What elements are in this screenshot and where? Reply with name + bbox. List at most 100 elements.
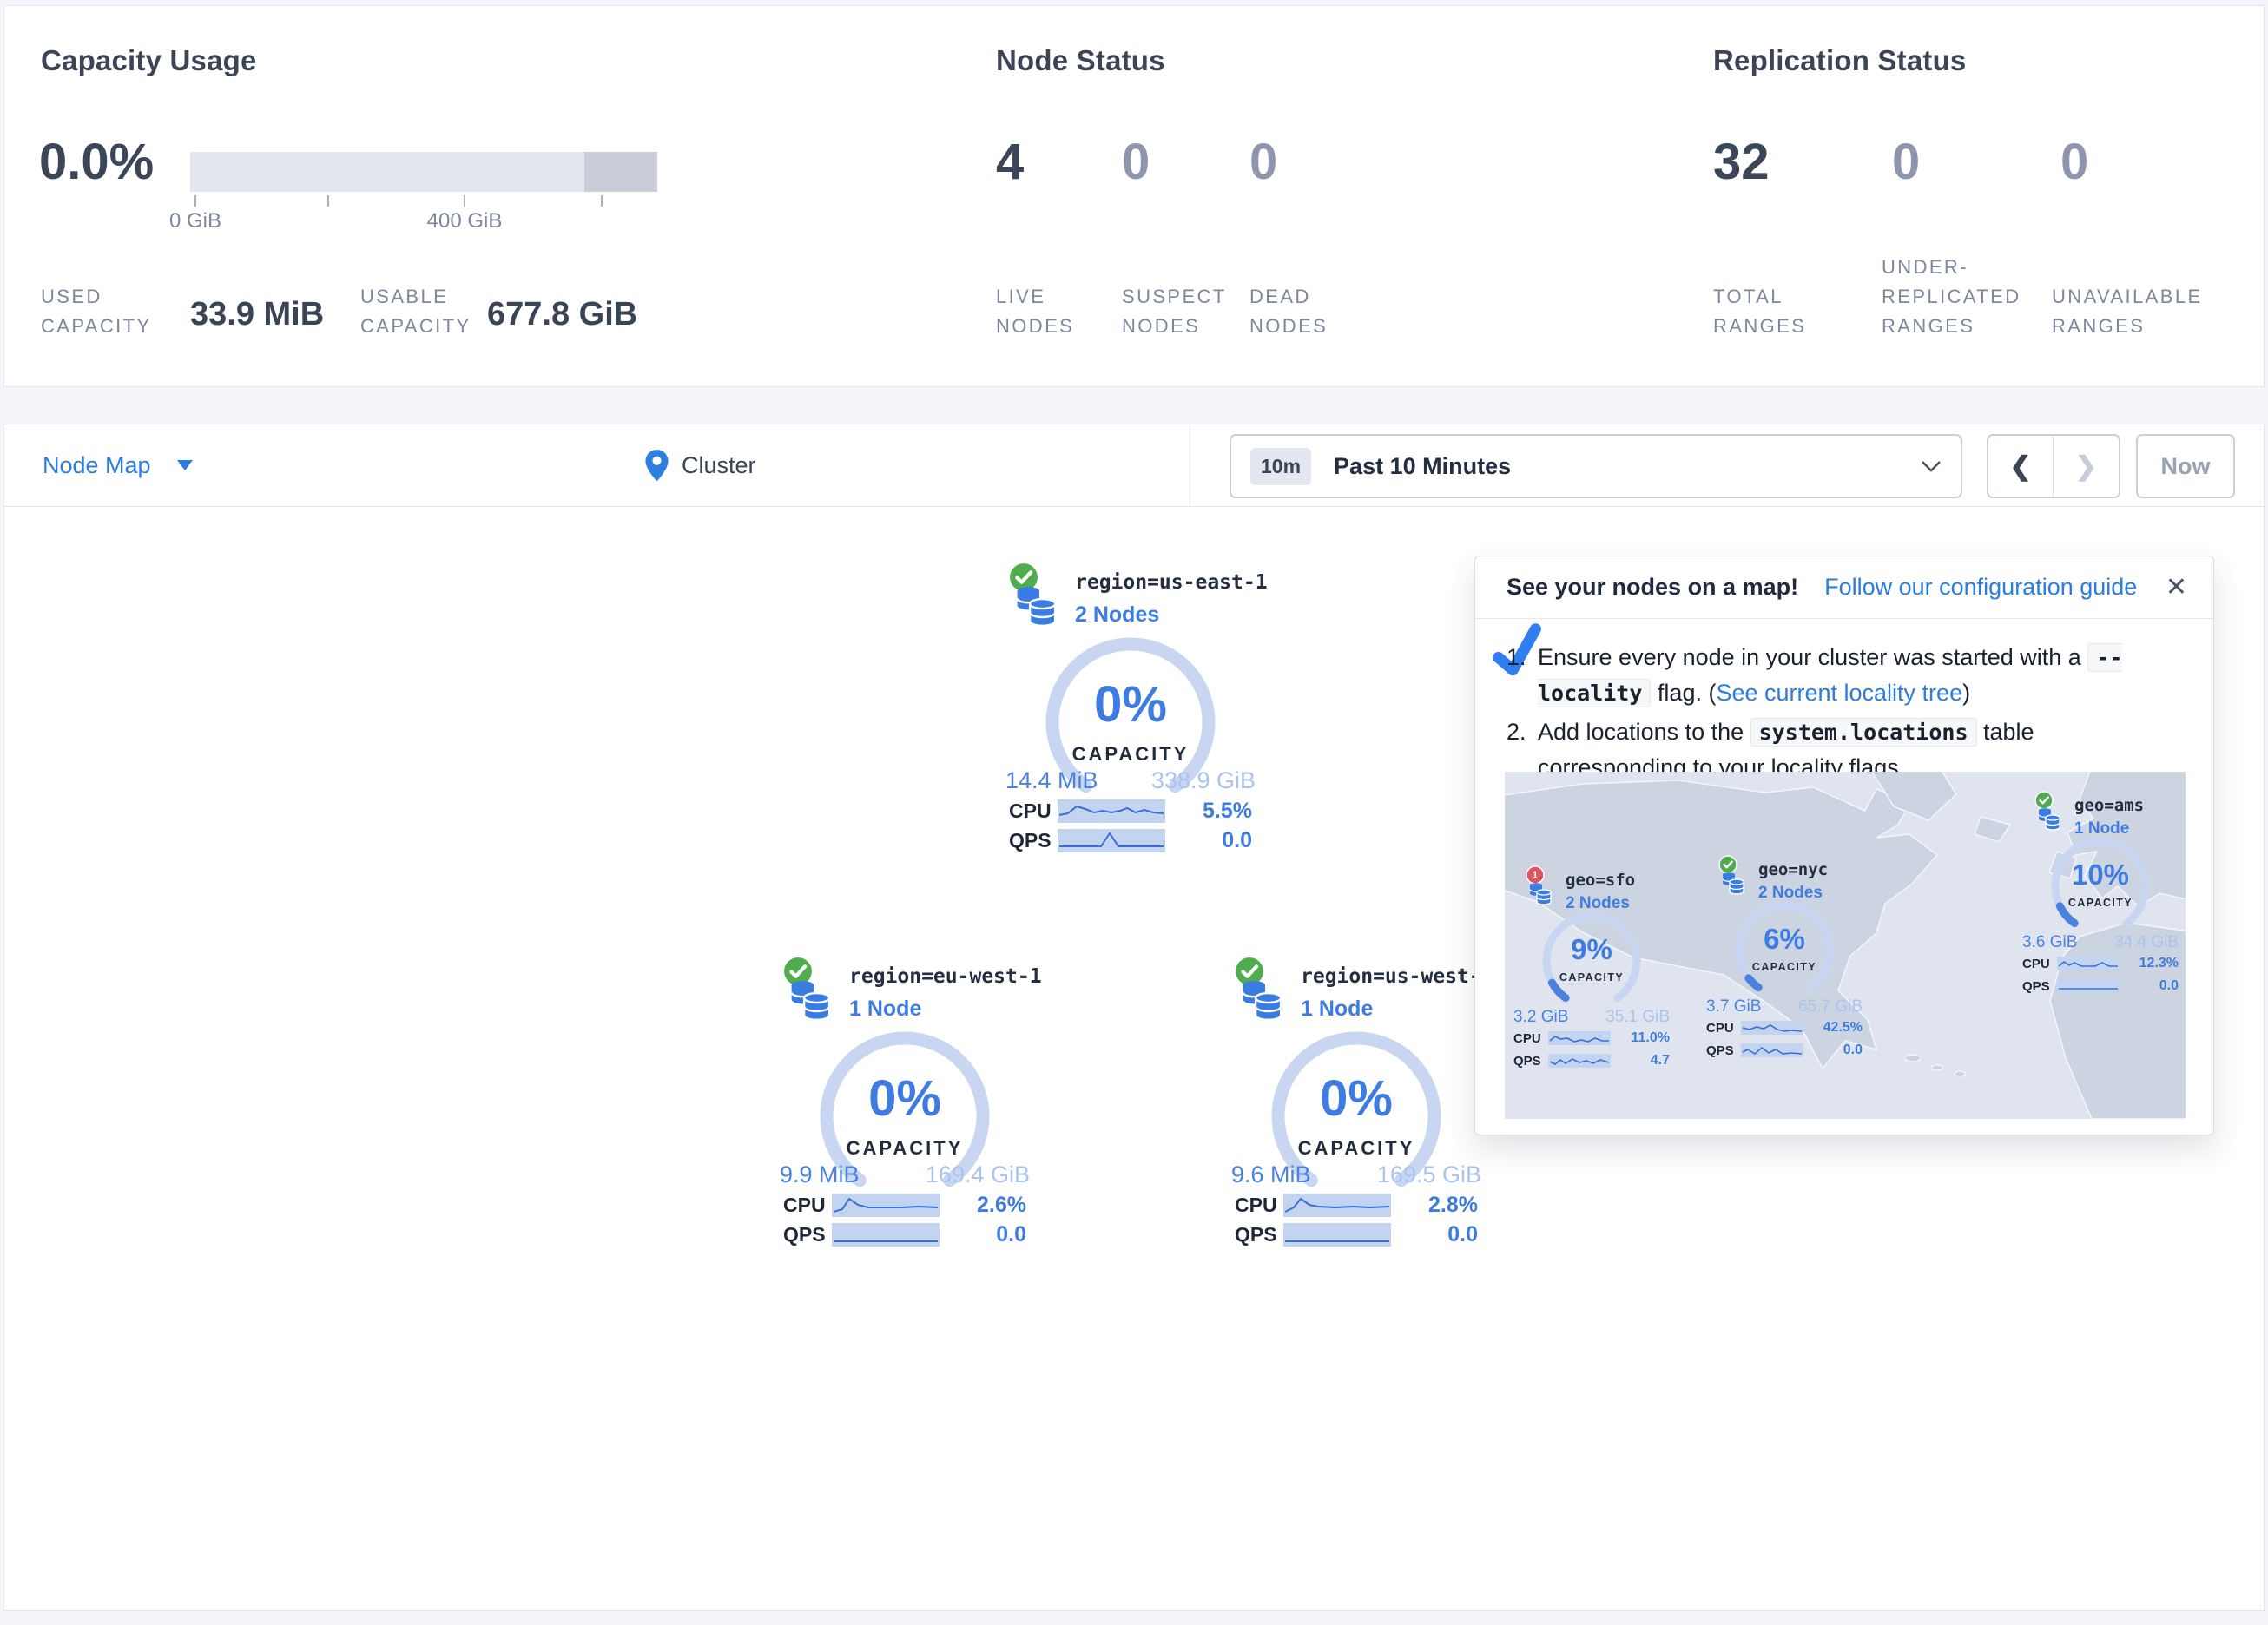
qps-label: QPS xyxy=(1706,1043,1734,1058)
time-back-button[interactable]: ❮ xyxy=(1988,436,2054,497)
cpu-sparkline xyxy=(1741,1021,1803,1035)
map-toolbar: Node Map Cluster 10m Past 10 Minutes ❮ ❯… xyxy=(3,424,2265,507)
minimap-node-count: 2 Nodes xyxy=(1566,894,1630,912)
qps-sparkline xyxy=(1058,828,1165,852)
close-icon[interactable]: ✕ xyxy=(2165,573,2187,602)
minimap-region-title: geo=ams xyxy=(2074,796,2145,815)
suspect-nodes-count: 0 xyxy=(1122,134,1150,190)
qps-sparkline xyxy=(2057,979,2120,993)
setup-step-1: Ensure every node in your cluster was st… xyxy=(1507,640,2123,707)
gauge-capacity-label: CAPACITY xyxy=(1297,1137,1415,1159)
time-forward-button[interactable]: ❯ xyxy=(2074,451,2098,481)
view-mode-dropdown[interactable]: Node Map xyxy=(43,424,193,506)
node-status-title: Node Status xyxy=(996,44,1165,76)
qps-sparkline xyxy=(1283,1222,1391,1247)
qps-sparkline xyxy=(1741,1043,1803,1057)
now-button[interactable]: Now xyxy=(2136,434,2235,498)
gauge-arc xyxy=(2051,837,2150,928)
map-pin-icon xyxy=(645,449,669,481)
used-value: 9.6 MiB xyxy=(1231,1161,1311,1188)
used-capacity-value: 33.9 MiB xyxy=(190,296,325,332)
qps-sparkline xyxy=(1548,1054,1611,1068)
qps-label: QPS xyxy=(2022,978,2050,994)
time-range-dropdown[interactable]: 10m Past 10 Minutes xyxy=(1230,434,1962,498)
cpu-sparkline xyxy=(1058,799,1165,823)
capacity-usage-bar xyxy=(190,152,657,192)
system-locations-code: system.locations xyxy=(1750,718,1977,747)
gauge-capacity-label: CAPACITY xyxy=(846,1137,964,1159)
under-replicated-label: UNDER- REPLICATED RANGES xyxy=(1882,256,2021,337)
live-nodes-label: LIVE NODES xyxy=(996,286,1075,337)
replication-status-title: Replication Status xyxy=(1713,44,1967,76)
gauge-percent: 10% xyxy=(2071,859,2130,891)
qps-value: 0.0 xyxy=(1447,1221,1478,1247)
under-replicated-count: 0 xyxy=(1892,134,1921,190)
time-range-badge: 10m xyxy=(1250,447,1312,485)
used-capacity-label: USED CAPACITY xyxy=(41,286,152,337)
axis-label-0gib: 0 GiB xyxy=(168,209,222,233)
chevron-down-icon xyxy=(176,460,193,470)
cpu-sparkline xyxy=(832,1193,940,1217)
database-nodes-icon xyxy=(2038,807,2060,831)
view-mode-label: Node Map xyxy=(43,451,151,478)
cpu-label: CPU xyxy=(1706,1020,1734,1036)
region-node-count: 1 Node xyxy=(1301,997,1374,1021)
used-value: 14.4 MiB xyxy=(1005,767,1098,793)
cpu-value: 2.8% xyxy=(1428,1192,1478,1217)
cpu-sparkline xyxy=(1548,1031,1611,1045)
capacity-gauge: 0% CAPACITY xyxy=(1035,627,1226,818)
axis-tick xyxy=(194,195,196,207)
capacity-gauge: 10% CAPACITY xyxy=(2048,834,2153,938)
axis-tick xyxy=(327,195,329,207)
gauge-capacity-label: CAPACITY xyxy=(1071,743,1190,765)
region-title: region=us-east-1 xyxy=(1075,571,1268,594)
qps-label: QPS xyxy=(1009,828,1052,852)
region-group-us-east-1[interactable]: region=us-east-1 2 Nodes 0% CAPACITY 14.… xyxy=(1000,561,1268,865)
capacity-percent: 0.0% xyxy=(39,134,155,190)
capacity-gauge: 6% CAPACITY xyxy=(1732,898,1836,1003)
minimap-node-count: 1 Node xyxy=(2074,819,2130,838)
region-node-count: 1 Node xyxy=(849,997,922,1021)
cpu-value: 2.6% xyxy=(977,1192,1026,1217)
qps-value: 0.0 xyxy=(2159,978,2179,993)
node-map-setup-popup: See your nodes on a map! Follow our conf… xyxy=(1474,556,2214,1135)
cpu-label: CPU xyxy=(1513,1030,1541,1046)
world-map-landmass xyxy=(1505,772,2186,1119)
qps-label: QPS xyxy=(783,1222,826,1246)
total-value: 35.1 GiB xyxy=(1605,1008,1670,1026)
total-value: 169.4 GiB xyxy=(925,1161,1030,1188)
example-node-map-image: geo=sfo 2 Nodes 9% CAPACITY 3.2 GiB 35.1… xyxy=(1505,772,2186,1119)
configuration-guide-link[interactable]: Follow our configuration guide xyxy=(1824,574,2138,600)
breadcrumb[interactable]: Cluster xyxy=(644,424,756,506)
cpu-label: CPU xyxy=(783,1193,826,1216)
axis-tick xyxy=(464,195,465,207)
gauge-percent: 0% xyxy=(1094,676,1167,733)
minimap-region-title: geo=nyc xyxy=(1758,860,1829,879)
dead-nodes-count: 0 xyxy=(1249,134,1278,190)
locality-tree-link[interactable]: See current locality tree xyxy=(1716,680,1963,706)
cpu-label: CPU xyxy=(2022,956,2050,971)
total-value: 34.4 GiB xyxy=(2114,933,2179,951)
setup-steps-list: Ensure every node in your cluster was st… xyxy=(1507,640,2182,786)
region-title: region=eu-west-1 xyxy=(849,965,1042,988)
region-title: region=us-west-1 xyxy=(1301,965,1493,988)
gauge-capacity-label: CAPACITY xyxy=(1751,961,1817,973)
chevron-down-icon xyxy=(1922,461,1941,472)
qps-value: 0.0 xyxy=(996,1221,1026,1247)
region-group-us-west-1[interactable]: region=us-west-1 1 Node 0% CAPACITY 9.6 … xyxy=(1226,955,1493,1259)
capacity-gauge: 0% CAPACITY xyxy=(1261,1021,1452,1212)
minimap-node-count: 2 Nodes xyxy=(1758,884,1823,902)
popup-title: See your nodes on a map! xyxy=(1507,574,1799,600)
gauge-capacity-label: CAPACITY xyxy=(2067,897,2133,909)
axis-tick xyxy=(601,195,603,207)
qps-value: 0.0 xyxy=(1843,1043,1863,1057)
axis-label-400gib: 400 GiB xyxy=(426,209,503,233)
cpu-value: 11.0% xyxy=(1631,1030,1670,1045)
qps-label: QPS xyxy=(1513,1053,1541,1069)
region-group-eu-west-1[interactable]: region=eu-west-1 1 Node 0% CAPACITY 9.9 … xyxy=(775,955,1042,1259)
qps-value: 4.7 xyxy=(1650,1053,1670,1068)
cpu-sparkline xyxy=(1283,1193,1391,1217)
unavailable-ranges-count: 0 xyxy=(2060,134,2089,190)
cpu-label: CPU xyxy=(1009,799,1052,822)
gauge-percent: 6% xyxy=(1764,923,1805,955)
